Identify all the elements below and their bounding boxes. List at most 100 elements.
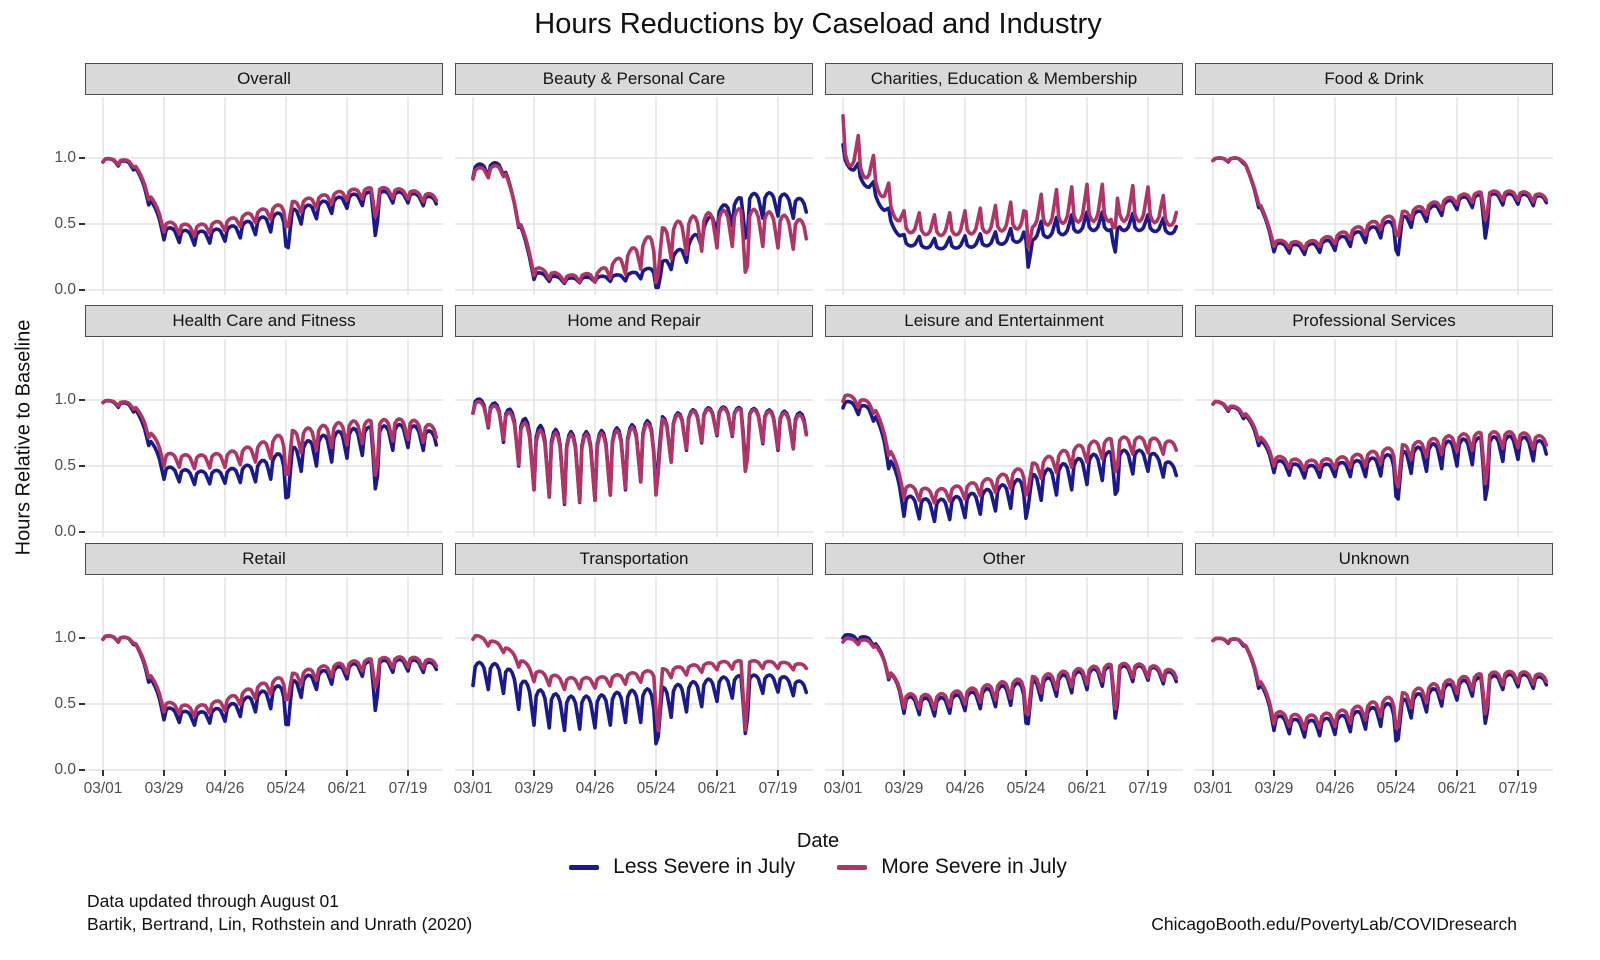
series-line-more-severe — [841, 114, 1179, 249]
x-tick-mark — [1273, 770, 1275, 776]
series-line-less-severe — [841, 143, 1179, 269]
x-tick-mark — [777, 770, 779, 776]
facet-panel-retail — [85, 577, 443, 775]
facet-strip-food-drink: Food & Drink — [1195, 63, 1553, 95]
x-tick-mark — [1147, 770, 1149, 776]
footnote-authors: Bartik, Bertrand, Lin, Rothstein and Unr… — [87, 914, 473, 934]
facet-panel-home-and-repair — [455, 339, 813, 537]
y-tick-label: 1.0 — [54, 629, 76, 646]
x-tick-mark — [1456, 770, 1458, 776]
x-tick-mark — [285, 770, 287, 776]
x-tick-mark — [1334, 770, 1336, 776]
facet-panel-food-drink — [1195, 97, 1553, 295]
x-tick-mark — [1025, 770, 1027, 776]
y-tick-mark — [79, 157, 85, 159]
x-tick-label: 04/26 — [575, 780, 615, 797]
series-line-more-severe — [841, 636, 1179, 717]
facet-panel-leisure-and-entertainment — [825, 339, 1183, 537]
series-line-less-severe — [841, 399, 1179, 524]
y-tick-mark — [79, 703, 85, 705]
x-tick-mark — [716, 770, 718, 776]
x-tick-label: 03/29 — [514, 780, 554, 797]
footnote-source-url: ChicagoBooth.edu/PovertyLab/COVIDresearc… — [1151, 914, 1517, 934]
y-tick-label: 1.0 — [54, 391, 76, 408]
x-tick-mark — [1212, 770, 1214, 776]
facet-panel-other — [825, 577, 1183, 775]
series-line-less-severe — [1211, 399, 1549, 501]
more-severe-line-key — [837, 864, 868, 870]
x-tick-mark — [163, 770, 165, 776]
facet-panel-beauty-personal-care — [455, 97, 813, 295]
x-tick-label: 04/26 — [205, 780, 245, 797]
x-tick-mark — [472, 770, 474, 776]
x-tick-label: 07/19 — [1498, 780, 1538, 797]
series-line-more-severe — [1211, 636, 1549, 731]
y-tick-label: 1.0 — [54, 149, 76, 166]
y-tick-mark — [79, 399, 85, 401]
facet-strip-other: Other — [825, 543, 1183, 575]
x-tick-label: 04/26 — [1315, 780, 1355, 797]
x-tick-label: 05/24 — [266, 780, 306, 797]
series-line-more-severe — [1211, 399, 1549, 489]
y-tick-label: 0.0 — [54, 281, 76, 298]
facet-strip-home-and-repair: Home and Repair — [455, 305, 813, 337]
facet-strip-professional-services: Professional Services — [1195, 305, 1553, 337]
x-tick-mark — [1086, 770, 1088, 776]
x-tick-mark — [1395, 770, 1397, 776]
x-tick-label: 04/26 — [945, 780, 985, 797]
facet-panel-transportation — [455, 577, 813, 775]
x-tick-mark — [842, 770, 844, 776]
series-line-more-severe — [101, 634, 439, 718]
x-tick-label: 03/01 — [453, 780, 493, 797]
y-tick-mark — [79, 289, 85, 291]
facet-panel-charities-education-membership — [825, 97, 1183, 295]
series-line-less-severe — [471, 660, 809, 746]
x-tick-mark — [407, 770, 409, 776]
x-tick-mark — [903, 770, 905, 776]
x-tick-mark — [1517, 770, 1519, 776]
x-tick-mark — [594, 770, 596, 776]
x-tick-mark — [224, 770, 226, 776]
series-line-more-severe — [841, 393, 1179, 505]
x-tick-label: 06/21 — [327, 780, 367, 797]
legend: Less Severe in July More Severe in July — [36, 855, 1600, 879]
facet-strip-transportation: Transportation — [455, 543, 813, 575]
series-line-more-severe — [471, 163, 809, 285]
facet-panel-health-care-and-fitness — [85, 339, 443, 537]
x-axis-title: Date — [796, 830, 840, 852]
x-tick-label: 03/29 — [144, 780, 184, 797]
legend-label-more-severe: More Severe in July — [881, 855, 1067, 878]
y-tick-label: 0.5 — [54, 215, 76, 232]
y-tick-mark — [79, 531, 85, 533]
y-tick-label: 0.0 — [54, 761, 76, 778]
x-tick-mark — [533, 770, 535, 776]
series-line-more-severe — [101, 398, 439, 477]
y-axis-title: Hours Relative to Baseline — [12, 319, 35, 556]
less-severe-line-key — [569, 864, 600, 870]
x-tick-label: 06/21 — [1437, 780, 1477, 797]
legend-item-less-severe: Less Severe in July — [569, 855, 795, 879]
facet-strip-overall: Overall — [85, 63, 443, 95]
x-tick-label: 03/29 — [884, 780, 924, 797]
x-tick-label: 03/01 — [823, 780, 863, 797]
chart-title: Hours Reductions by Caseload and Industr… — [534, 8, 1102, 40]
y-tick-mark — [79, 637, 85, 639]
series-line-less-severe — [841, 633, 1179, 726]
facet-strip-charities-education-membership: Charities, Education & Membership — [825, 63, 1183, 95]
y-tick-label: 0.0 — [54, 523, 76, 540]
facet-panel-unknown — [1195, 577, 1553, 775]
y-tick-label: 0.5 — [54, 695, 76, 712]
x-tick-label: 05/24 — [1376, 780, 1416, 797]
y-tick-mark — [79, 465, 85, 467]
x-tick-label: 07/19 — [758, 780, 798, 797]
x-tick-label: 05/24 — [636, 780, 676, 797]
x-tick-label: 03/01 — [1193, 780, 1233, 797]
x-tick-label: 03/01 — [83, 780, 123, 797]
facet-strip-leisure-and-entertainment: Leisure and Entertainment — [825, 305, 1183, 337]
series-line-more-severe — [101, 156, 439, 238]
x-tick-mark — [655, 770, 657, 776]
legend-item-more-severe: More Severe in July — [837, 855, 1067, 879]
x-tick-label: 07/19 — [1128, 780, 1168, 797]
x-tick-label: 07/19 — [388, 780, 428, 797]
